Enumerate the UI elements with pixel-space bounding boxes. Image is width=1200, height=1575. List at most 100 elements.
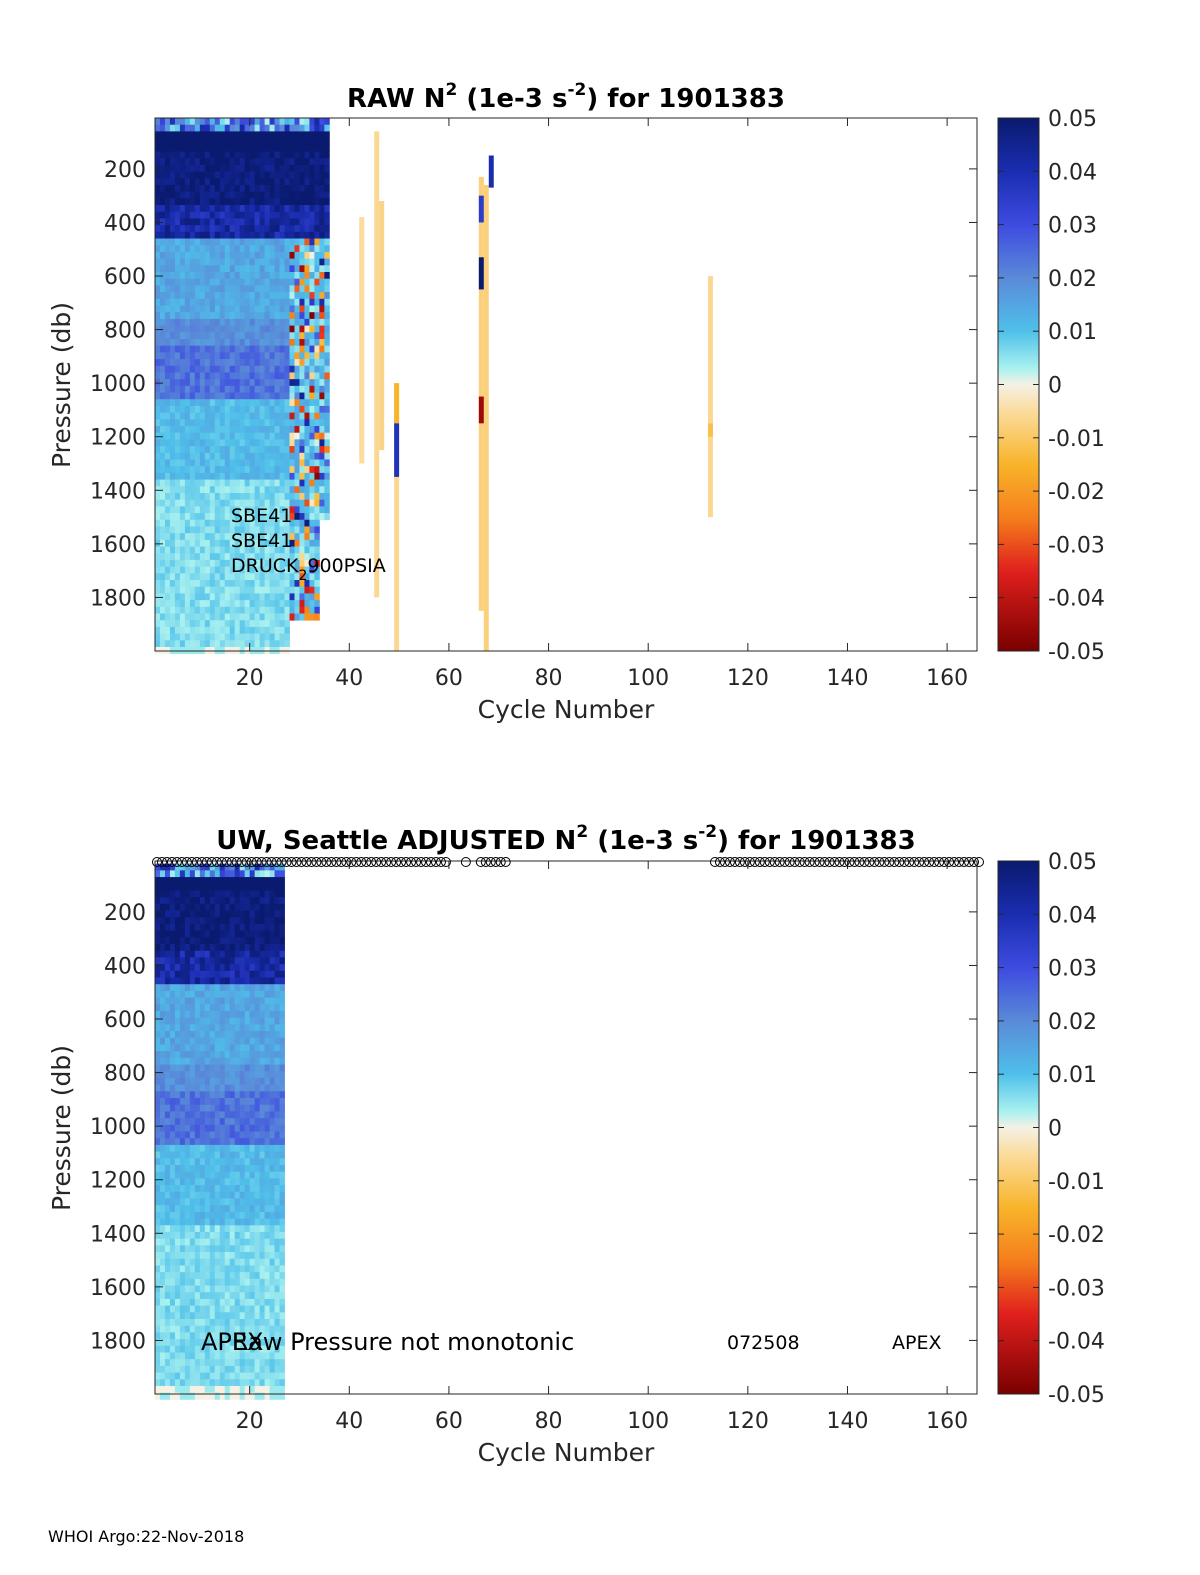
heatmap-cell	[239, 626, 246, 634]
heatmap-cell	[304, 513, 310, 521]
heatmap-cell	[269, 1151, 275, 1159]
heatmap-cell	[244, 211, 251, 219]
heatmap-cell	[249, 164, 256, 172]
heatmap-cell	[254, 466, 261, 474]
heatmap-cell	[244, 1272, 251, 1280]
heatmap-cell	[204, 580, 211, 588]
heatmap-cell	[179, 984, 186, 992]
heatmap-cell	[159, 533, 166, 541]
heatmap-cell	[184, 1031, 191, 1039]
heatmap-cell	[299, 439, 305, 447]
heatmap-cell	[184, 499, 191, 507]
heatmap-cell	[244, 1024, 251, 1032]
heatmap-cell	[174, 1185, 181, 1193]
heatmap-cell	[229, 499, 236, 507]
heatmap-cell	[304, 124, 310, 132]
heatmap-cell	[155, 426, 161, 434]
heatmap-cell	[274, 439, 280, 447]
heatmap-cell	[199, 426, 206, 434]
heatmap-cell	[284, 205, 290, 213]
heatmap-cell	[189, 883, 196, 891]
heatmap-cell	[254, 472, 261, 480]
heatmap-cell	[269, 539, 275, 547]
heatmap-cell	[159, 1178, 166, 1186]
heatmap-cell	[219, 539, 226, 547]
heatmap-cell	[284, 633, 290, 641]
heatmap-cell	[279, 419, 285, 427]
heatmap-cell	[249, 419, 256, 427]
heatmap-cell	[179, 1091, 186, 1099]
heatmap-cell	[179, 1151, 186, 1159]
heatmap-cell	[224, 352, 231, 360]
heatmap-cell	[274, 1031, 280, 1039]
heatmap-cell	[269, 640, 275, 648]
heatmap-cell	[189, 553, 196, 561]
heatmap-cell	[264, 171, 270, 179]
heatmap-cell	[194, 559, 201, 568]
heatmap-cell	[304, 600, 310, 608]
heatmap-cell	[219, 1305, 226, 1313]
heatmap-cell	[279, 265, 285, 273]
heatmap-cell	[155, 211, 161, 219]
heatmap-cell	[194, 1138, 201, 1146]
heatmap-cell	[264, 285, 270, 293]
heatmap-cell	[174, 1091, 181, 1099]
heatmap-cell	[155, 198, 161, 206]
heatmap-cell	[249, 1238, 256, 1246]
heatmap-cell	[239, 506, 246, 514]
heatmap-cell	[169, 930, 176, 938]
heatmap-cell	[184, 923, 191, 932]
heatmap-cell	[204, 593, 211, 601]
heatmap-cell	[184, 917, 191, 925]
heatmap-cell	[259, 338, 265, 347]
heatmap-cell	[155, 1165, 161, 1173]
heatmap-cell	[234, 964, 241, 972]
heatmap-cell	[229, 1372, 236, 1380]
heatmap-cell	[224, 432, 231, 440]
heatmap-cell	[155, 492, 161, 501]
heatmap-cell	[319, 292, 325, 300]
heatmap-cell	[234, 432, 241, 440]
heatmap-cell	[279, 1178, 285, 1186]
heatmap-cell	[194, 265, 201, 273]
heatmap-cell	[209, 345, 216, 353]
heatmap-cell	[284, 519, 290, 527]
heatmap-cell	[189, 412, 196, 420]
heatmap-cell	[264, 964, 270, 972]
heatmap-cell	[219, 559, 226, 568]
heatmap-cell	[229, 883, 236, 891]
heatmap-cell	[279, 1359, 285, 1367]
heatmap-cell	[224, 1010, 231, 1019]
heatmap-cell	[239, 1211, 246, 1219]
heatmap-cell	[214, 1091, 221, 1099]
heatmap-cell	[259, 325, 265, 333]
heatmap-cell	[209, 1064, 216, 1072]
heatmap-cell	[164, 553, 171, 561]
heatmap-cell	[159, 1198, 166, 1206]
heatmap-cell	[209, 1144, 216, 1153]
heatmap-cell	[259, 1278, 265, 1286]
heatmap-cell	[229, 1131, 236, 1139]
heatmap-cell	[239, 198, 246, 206]
heatmap-cell	[274, 1124, 280, 1132]
heatmap-cell	[219, 566, 226, 574]
heatmap-cell	[299, 352, 305, 360]
heatmap-cell	[214, 1158, 221, 1166]
heatmap-cell	[169, 1265, 176, 1273]
heatmap-cell	[159, 238, 166, 246]
heatmap-cell	[214, 506, 221, 514]
heatmap-cell	[244, 1051, 251, 1059]
heatmap-cell	[269, 178, 275, 186]
heatmap-cell	[319, 285, 325, 293]
heatmap-cell	[289, 600, 295, 608]
heatmap-cell	[174, 613, 181, 621]
heatmap-cell	[239, 1252, 246, 1260]
heatmap-cell	[259, 318, 265, 326]
heatmap-cell	[284, 258, 290, 266]
heatmap-cell	[249, 499, 256, 507]
heatmap-cell	[224, 606, 231, 614]
heatmap-cell	[159, 580, 166, 588]
heatmap-cell	[274, 990, 280, 998]
heatmap-cell	[174, 392, 181, 400]
heatmap-cell	[169, 606, 176, 614]
